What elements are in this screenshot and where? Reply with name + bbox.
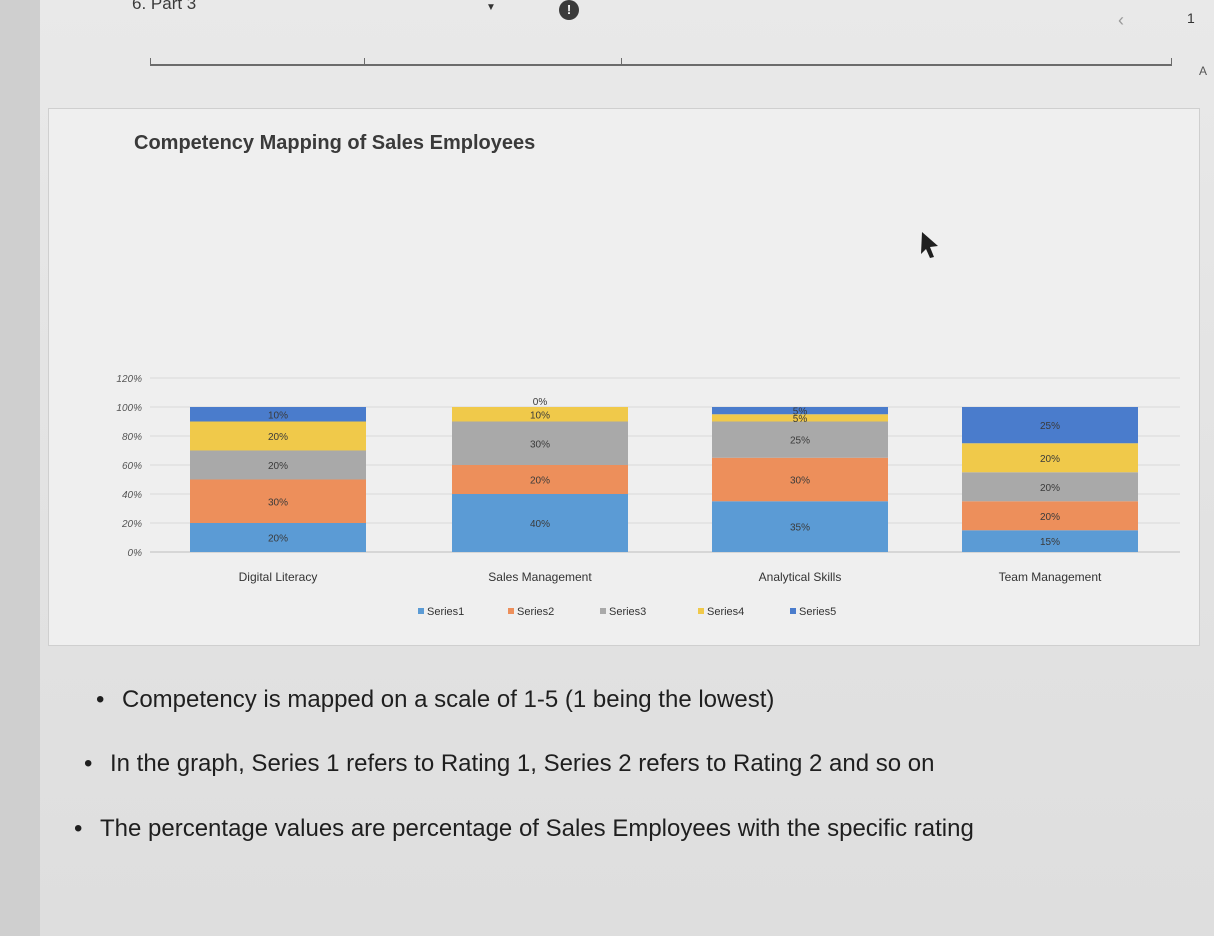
data-label: 5%	[793, 414, 808, 425]
bar-segment	[190, 421, 366, 451]
mouse-cursor-icon	[921, 232, 938, 258]
data-label: 20%	[1040, 483, 1060, 494]
bullet-icon: •	[74, 815, 83, 842]
chevron-down-icon[interactable]: ▼	[486, 2, 496, 13]
legend-swatch	[418, 608, 424, 614]
y-tick-label: 100%	[116, 403, 142, 414]
note-text: Competency is mapped on a scale of 1-5 (…	[122, 686, 775, 713]
bar-segment	[712, 457, 888, 502]
legend-swatch	[600, 608, 606, 614]
bar-segment	[190, 479, 366, 523]
legend-swatch	[508, 608, 514, 614]
page-number: 1	[1187, 10, 1195, 26]
y-tick-label: 0%	[128, 548, 143, 559]
chart-card	[48, 108, 1200, 646]
bar-segment	[712, 421, 888, 458]
bullet-icon: •	[96, 686, 105, 713]
data-label: 20%	[268, 432, 288, 443]
chart-title: Competency Mapping of Sales Employees	[134, 132, 536, 154]
data-label: 0%	[533, 397, 548, 408]
data-label: 15%	[1040, 537, 1060, 548]
bar-segment	[190, 407, 366, 422]
bar-segment	[190, 450, 366, 480]
note-text: The percentage values are percentage of …	[100, 815, 974, 842]
data-label: 25%	[1040, 421, 1060, 432]
chevron-left-icon[interactable]: ‹	[1118, 10, 1124, 30]
screen-bezel	[0, 0, 40, 936]
note-text: In the graph, Series 1 refers to Rating …	[110, 750, 935, 777]
progress-tick	[150, 58, 151, 66]
data-label: 5%	[793, 407, 808, 418]
data-label: 20%	[268, 534, 288, 545]
bar-segment	[962, 501, 1138, 531]
data-label: 20%	[1040, 512, 1060, 523]
x-tick-label: Team Management	[999, 570, 1102, 584]
bar-segment	[962, 443, 1138, 473]
bar-segment	[452, 465, 628, 494]
bar-segment	[452, 407, 628, 422]
y-tick-label: 80%	[122, 432, 142, 443]
progress-tick	[364, 58, 365, 66]
info-icon[interactable]: !	[559, 0, 579, 20]
data-label: 10%	[268, 410, 288, 421]
data-label: 20%	[530, 476, 550, 487]
data-label: 30%	[268, 497, 288, 508]
data-label: 25%	[790, 436, 810, 447]
note-item: • The percentage values are percentage o…	[74, 815, 974, 843]
bar-segment	[712, 414, 888, 422]
bar-segment	[962, 407, 1138, 444]
y-tick-label: 20%	[121, 519, 142, 530]
legend-swatch	[698, 608, 704, 614]
bar-segment	[190, 523, 366, 552]
legend-label: Series4	[707, 606, 744, 618]
legend-label: Series1	[427, 606, 464, 618]
y-tick-label: 120%	[116, 374, 142, 385]
bar-segment	[452, 494, 628, 552]
legend-label: Series5	[799, 606, 836, 618]
y-tick-label: 40%	[122, 490, 142, 501]
data-label: 40%	[530, 519, 550, 530]
data-label: 10%	[530, 410, 550, 421]
progress-tick	[621, 58, 622, 66]
bar-segment	[452, 421, 628, 465]
note-item: • Competency is mapped on a scale of 1-5…	[96, 686, 775, 714]
data-label: 20%	[1040, 454, 1060, 465]
legend-swatch	[790, 608, 796, 614]
x-tick-label: Digital Literacy	[239, 570, 318, 584]
bullet-icon: •	[84, 750, 93, 777]
bar-segment	[712, 407, 888, 415]
side-letter: A	[1199, 64, 1208, 78]
data-label: 30%	[530, 439, 550, 450]
progress-tick	[1171, 58, 1172, 66]
bar-segment	[962, 472, 1138, 502]
bar-segment	[712, 501, 888, 552]
x-tick-label: Analytical Skills	[759, 570, 842, 584]
progress-track	[150, 64, 1172, 66]
note-item: • In the graph, Series 1 refers to Ratin…	[84, 750, 935, 778]
part-label: 6. Part 3	[132, 0, 197, 13]
data-label: 20%	[268, 461, 288, 472]
data-label: 30%	[790, 476, 810, 487]
legend-label: Series3	[609, 606, 646, 618]
bar-segment	[962, 530, 1138, 552]
data-label: 35%	[790, 523, 810, 534]
y-tick-label: 60%	[122, 461, 142, 472]
legend-label: Series2	[517, 606, 554, 618]
x-tick-label: Sales Management	[488, 570, 592, 584]
top-bar: 6. Part 3 ▼ ! ‹ 1	[0, 0, 1214, 30]
